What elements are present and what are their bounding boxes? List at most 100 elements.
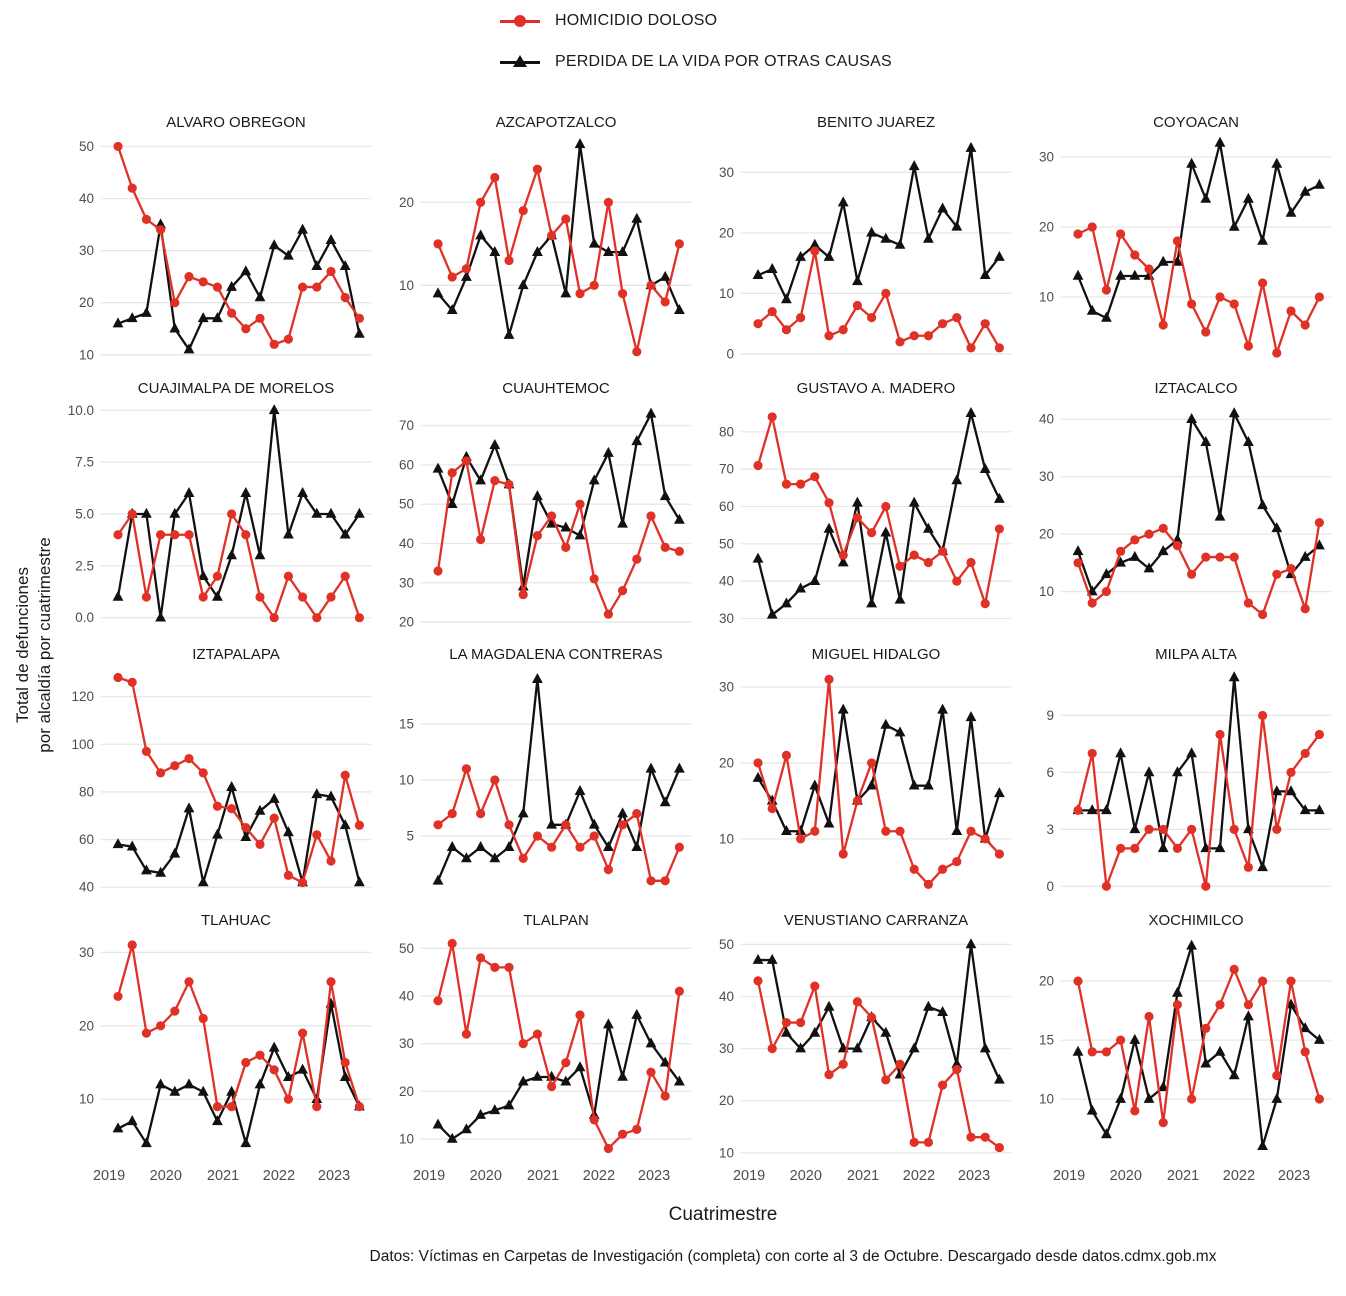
circle-marker: [589, 1115, 599, 1125]
circle-marker: [1243, 341, 1253, 351]
circle-marker: [283, 1094, 293, 1104]
circle-marker: [603, 197, 613, 207]
circle-marker: [532, 164, 543, 174]
circle-marker: [433, 566, 443, 576]
circle-marker: [1229, 299, 1239, 309]
circle-marker: [994, 849, 1004, 859]
facet-xochimilco: XOCHIMILCO 10 15 20 2019 2020 2021 2022 2023: [1039, 912, 1331, 1184]
circle-marker: [575, 289, 585, 299]
circle-marker: [1300, 604, 1310, 614]
circle-marker: [1229, 552, 1239, 562]
circle-marker: [241, 324, 251, 334]
legend-item-homicidio: HOMICIDIO DOLOSO: [500, 8, 892, 34]
circle-marker: [447, 938, 457, 949]
circle-marker: [952, 313, 962, 323]
triangle-marker: [602, 245, 614, 256]
facet-cuajimalpa-de-morelos: CUAJIMALPA DE MORELOS 0.0 2.5 5.0 7.5 10.0: [68, 380, 371, 625]
homicidio-doloso-line: [756, 678, 1001, 886]
y-tick-label: 50: [399, 941, 414, 956]
circle-marker: [1243, 598, 1253, 608]
triangle-marker: [1086, 1104, 1098, 1115]
y-tick-label: 10: [719, 831, 734, 846]
circle-marker: [113, 530, 123, 540]
circle-marker: [994, 524, 1004, 534]
triangle-marker: [1242, 192, 1254, 203]
triangle-marker: [254, 804, 266, 815]
triangle-marker: [503, 841, 515, 851]
circle-marker: [326, 856, 336, 866]
circle-marker: [980, 1132, 990, 1142]
chart-legend: HOMICIDIO DOLOSO PERDIDA DE LA VIDA POR …: [500, 8, 892, 75]
facet-title: IZTAPALAPA: [192, 646, 280, 663]
triangle-marker: [169, 847, 181, 858]
circle-marker: [1286, 976, 1296, 986]
triangle-marker: [212, 312, 223, 323]
circle-marker: [1215, 552, 1225, 562]
circle-marker: [838, 325, 848, 335]
triangle-marker: [1157, 842, 1169, 853]
circle-marker: [312, 830, 322, 840]
triangle-marker: [432, 462, 444, 473]
triangle-marker: [339, 819, 351, 830]
triangle-marker: [795, 1042, 807, 1053]
circle-marker: [646, 280, 656, 290]
circle-marker: [269, 339, 279, 349]
y-tick-label: 20: [399, 1084, 414, 1099]
circle-marker: [952, 1064, 962, 1075]
circle-marker: [1187, 1094, 1197, 1104]
triangle-marker: [212, 590, 223, 601]
x-tick-label: 2019: [413, 1168, 445, 1184]
triangle-marker: [353, 327, 365, 338]
triangle-marker: [781, 1026, 792, 1037]
y-tick-label: 40: [719, 989, 734, 1004]
triangle-marker: [659, 270, 671, 281]
triangle-marker: [1200, 436, 1212, 447]
circle-marker: [127, 677, 137, 687]
triangle-marker: [311, 507, 323, 518]
x-tick-label: 2022: [263, 1168, 295, 1184]
circle-marker: [923, 331, 933, 341]
triangle-marker: [645, 407, 657, 418]
circle-marker: [297, 592, 308, 602]
triangle-marker: [1271, 522, 1283, 533]
circle-marker: [561, 1058, 571, 1068]
triangle-marker: [1285, 785, 1297, 796]
triangle-marker: [866, 779, 878, 790]
y-tick-label: 30: [719, 1041, 734, 1056]
circle-marker: [269, 613, 279, 623]
circle-marker: [1187, 569, 1197, 579]
triangle-marker: [475, 1108, 487, 1119]
circle-marker: [241, 823, 251, 833]
triangle-marker: [752, 269, 764, 280]
triangle-marker: [489, 852, 501, 863]
x-tick-label: 2021: [527, 1168, 559, 1184]
triangle-marker: [446, 497, 458, 508]
triangle-marker: [560, 1075, 572, 1086]
circle-marker: [1257, 278, 1268, 288]
y-axis-title: Total de defunciones por alcaldía por cua…: [12, 537, 54, 753]
triangle-marker: [673, 513, 685, 524]
circle-marker: [490, 775, 500, 785]
circle-marker: [476, 809, 486, 819]
triangle-marker: [475, 474, 487, 485]
circle-marker: [603, 609, 613, 619]
otras-causas-line: [117, 785, 361, 884]
triangle-marker: [617, 1070, 628, 1081]
circle-marker: [212, 571, 223, 581]
facet-title: BENITO JUAREZ: [817, 114, 935, 131]
triangle-marker: [1086, 304, 1098, 315]
triangle-marker: [446, 841, 458, 851]
triangle-marker: [852, 275, 863, 286]
triangle-marker: [1172, 986, 1183, 997]
circle-marker: [617, 820, 628, 830]
circle-marker: [241, 1057, 251, 1068]
circle-marker: [1300, 748, 1310, 759]
triangle-marker: [766, 953, 778, 964]
triangle-marker: [1257, 499, 1268, 510]
triangle-marker: [489, 439, 501, 450]
circle-marker: [433, 820, 443, 830]
circle-marker: [895, 337, 905, 347]
x-tick-label: 2023: [638, 1168, 670, 1184]
facet-title: COYOACAN: [1153, 114, 1239, 131]
triangle-marker: [602, 1018, 614, 1029]
